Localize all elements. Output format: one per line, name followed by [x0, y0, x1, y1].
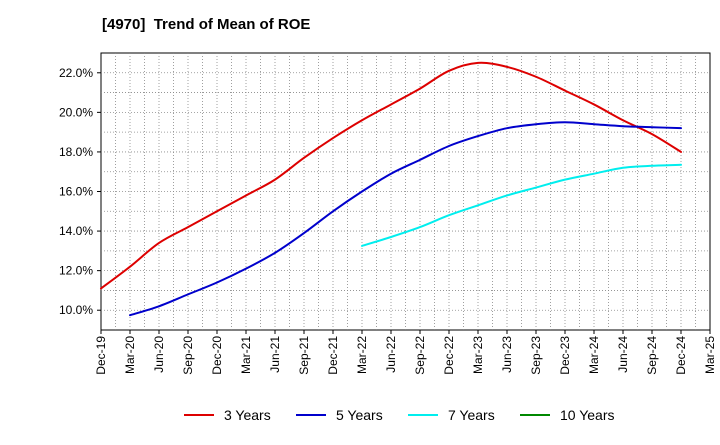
- x-tick-label: Mar-23: [471, 336, 485, 374]
- x-tick-label: Jun-20: [152, 336, 166, 373]
- legend-label-4: 10 Years: [560, 407, 615, 423]
- x-tick-labels: Dec-19 Mar-20 Jun-20 Sep-20 Dec-20 Mar-21 Jun-…: [94, 330, 717, 375]
- y-tick-label: 20.0%: [59, 105, 93, 119]
- legend-label-2: 5 Years: [336, 407, 383, 423]
- x-tick-label: Mar-25: [703, 336, 717, 374]
- x-tick-label: Sep-21: [297, 336, 311, 375]
- y-tick-label: 12.0%: [59, 264, 93, 278]
- y-tick-label: 14.0%: [59, 224, 93, 238]
- x-tick-label: Mar-24: [587, 336, 601, 374]
- x-tick-label: Dec-21: [326, 336, 340, 375]
- y-tick-label: 16.0%: [59, 185, 93, 199]
- series-line-1: [100, 61, 682, 290]
- y-tick-label: 18.0%: [59, 145, 93, 159]
- legend: 3 Years 5 Years 7 Years 10 Years: [184, 407, 615, 423]
- x-tick-label: Dec-22: [442, 336, 456, 375]
- y-tick-label: 22.0%: [59, 66, 93, 80]
- x-tick-label: Sep-22: [413, 336, 427, 375]
- x-tick-label: Jun-21: [268, 336, 282, 373]
- x-tick-label: Mar-21: [239, 336, 253, 374]
- x-tick-label: Sep-20: [181, 336, 195, 375]
- series-line-2: [129, 121, 682, 317]
- series-lines: [100, 61, 682, 317]
- legend-label-1: 3 Years: [224, 407, 271, 423]
- legend-label-3: 7 Years: [448, 407, 495, 423]
- x-tick-label: Jun-24: [616, 336, 630, 373]
- x-tick-label: Jun-23: [500, 336, 514, 373]
- x-tick-label: Mar-20: [123, 336, 137, 374]
- x-tick-label: Jun-22: [384, 336, 398, 373]
- x-tick-label: Dec-23: [558, 336, 572, 375]
- y-tick-label: 10.0%: [59, 303, 93, 317]
- y-tick-labels: 10.0% 12.0% 14.0% 16.0% 18.0% 20.0% 22.0%: [59, 66, 101, 317]
- x-tick-label: Mar-22: [355, 336, 369, 374]
- x-tick-label: Sep-24: [645, 336, 659, 375]
- x-tick-label: Dec-24: [674, 336, 688, 375]
- x-tick-label: Sep-23: [529, 336, 543, 375]
- x-tick-label: Dec-19: [94, 336, 108, 375]
- x-tick-label: Dec-20: [210, 336, 224, 375]
- chart-title: [4970] Trend of Mean of ROE: [102, 16, 311, 33]
- series-line-3: [361, 163, 682, 247]
